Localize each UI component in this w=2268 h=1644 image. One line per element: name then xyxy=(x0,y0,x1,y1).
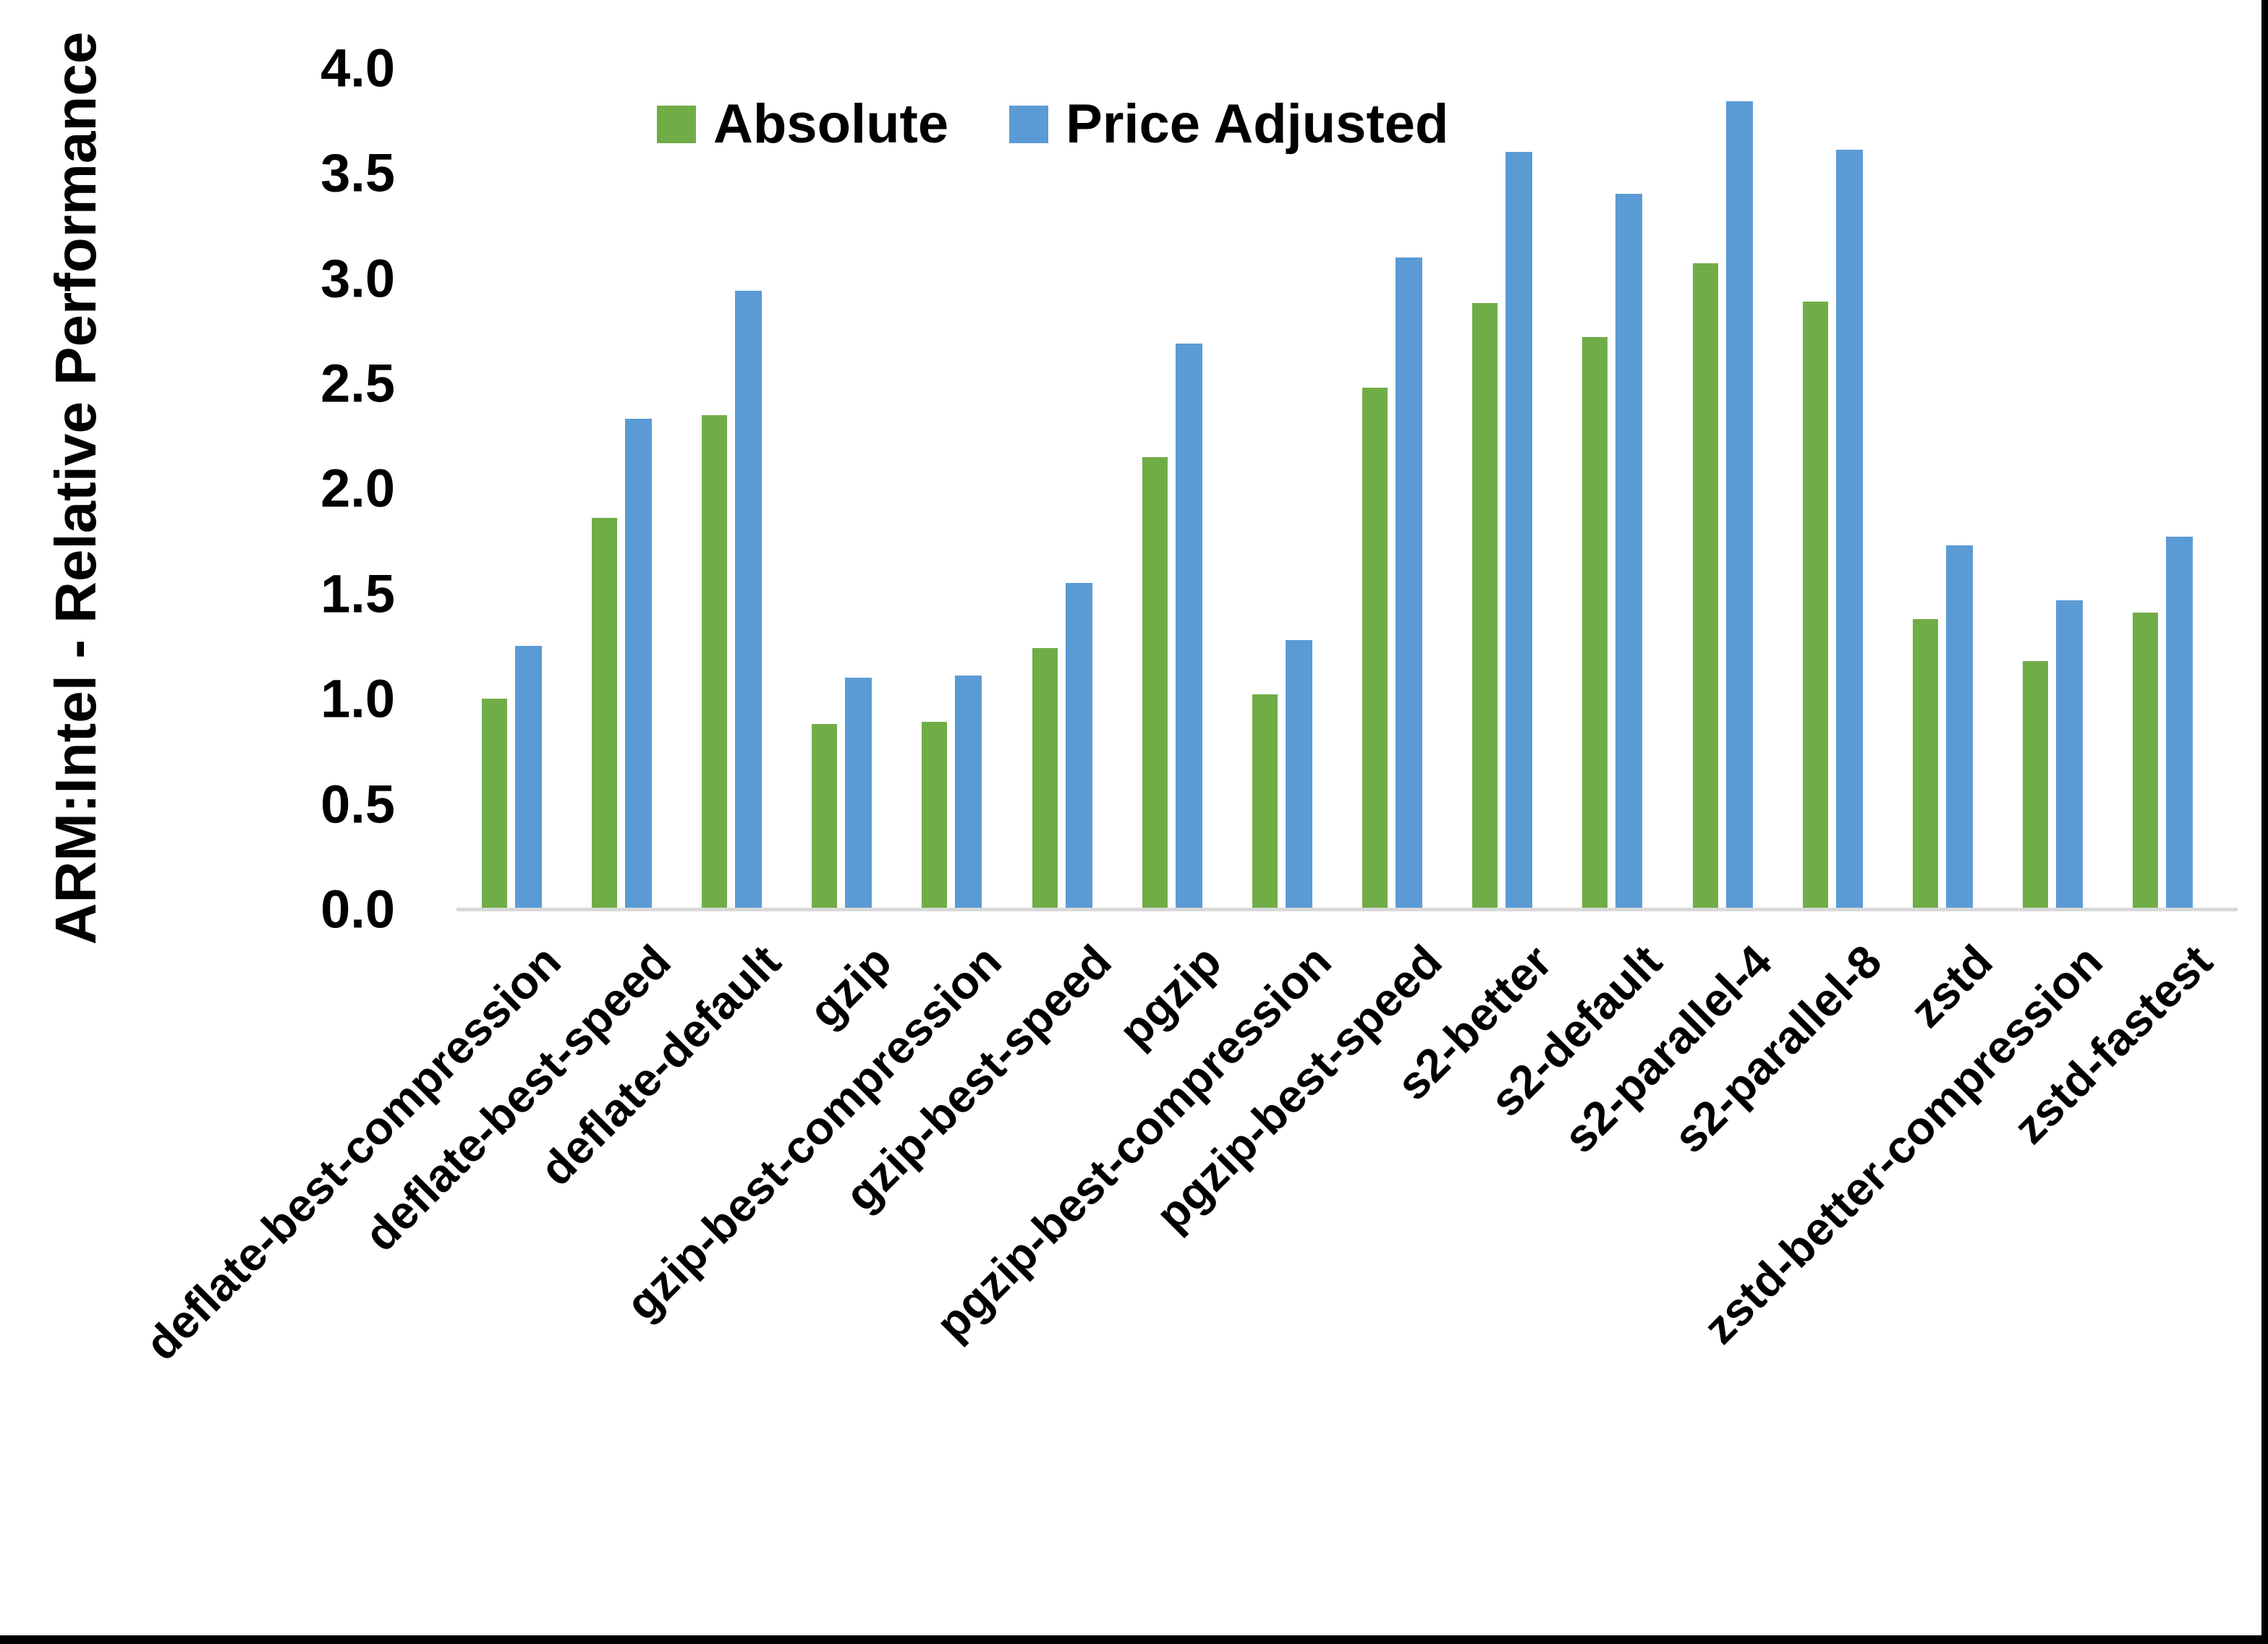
bar-absolute-s2-default xyxy=(1582,337,1607,909)
bar-price-adjusted-gzip-best-speed xyxy=(1066,583,1092,909)
bar-absolute-gzip-best-compression xyxy=(922,722,947,909)
bar-absolute-pgzip-best-compression xyxy=(1252,694,1278,909)
bar-absolute-zstd-fastest xyxy=(2133,613,2158,909)
y-tick-label-0.5: 0.5 xyxy=(320,774,395,835)
bar-price-adjusted-pgzip-best-speed xyxy=(1396,257,1422,909)
bar-absolute-zstd-better-compression xyxy=(2023,661,2048,909)
y-tick-label-1.5: 1.5 xyxy=(320,563,395,624)
y-tick-label-4.0: 4.0 xyxy=(320,38,395,98)
bar-price-adjusted-gzip-best-compression xyxy=(955,676,982,909)
bar-price-adjusted-s2-parallel-8 xyxy=(1836,150,1863,909)
y-tick-label-1.0: 1.0 xyxy=(320,668,395,729)
bar-price-adjusted-pgzip-best-compression xyxy=(1286,640,1312,909)
legend-item-absolute: Absolute xyxy=(657,93,948,156)
bar-absolute-gzip xyxy=(812,724,837,909)
legend-label-price-adjusted: Price Adjusted xyxy=(1066,93,1449,155)
screen-edge-bottom xyxy=(0,1635,2268,1644)
bar-absolute-gzip-best-speed xyxy=(1032,648,1058,909)
legend: Absolute Price Adjusted xyxy=(657,93,1448,156)
legend-label-absolute: Absolute xyxy=(713,93,949,155)
bar-price-adjusted-deflate-default xyxy=(735,291,762,909)
y-tick-label-2.0: 2.0 xyxy=(320,458,395,519)
bar-price-adjusted-gzip xyxy=(845,678,872,909)
bar-price-adjusted-deflate-best-speed xyxy=(625,419,652,909)
bar-absolute-zstd xyxy=(1913,619,1938,909)
legend-item-price-adjusted: Price Adjusted xyxy=(1009,93,1448,156)
legend-swatch-price-adjusted xyxy=(1009,105,1049,143)
bar-price-adjusted-s2-default xyxy=(1615,194,1642,909)
y-tick-label-3.5: 3.5 xyxy=(320,142,395,203)
bar-absolute-pgzip xyxy=(1142,457,1168,909)
bar-absolute-deflate-default xyxy=(702,415,727,909)
y-tick-label-0.0: 0.0 xyxy=(320,879,395,940)
x-label-deflate-best-compression: deflate-best-compression xyxy=(135,934,571,1371)
bar-price-adjusted-zstd-fastest xyxy=(2166,537,2193,909)
bar-absolute-pgzip-best-speed xyxy=(1362,388,1388,909)
bar-price-adjusted-s2-better xyxy=(1505,152,1532,909)
bar-price-adjusted-zstd xyxy=(1946,545,1973,909)
screen-edge-right xyxy=(2261,0,2268,1644)
bar-absolute-s2-parallel-4 xyxy=(1693,263,1718,909)
x-axis-line xyxy=(456,908,2238,911)
y-tick-label-2.5: 2.5 xyxy=(320,353,395,414)
bar-absolute-deflate-best-compression xyxy=(482,699,507,909)
bar-price-adjusted-zstd-better-compression xyxy=(2056,600,2083,909)
bar-price-adjusted-deflate-best-compression xyxy=(515,646,542,909)
bar-price-adjusted-pgzip xyxy=(1176,344,1202,909)
bar-absolute-s2-parallel-8 xyxy=(1803,302,1828,909)
y-axis-title: ARM:Intel - Relative Performance xyxy=(43,31,108,945)
bar-absolute-s2-better xyxy=(1472,303,1498,909)
bar-absolute-deflate-best-speed xyxy=(592,518,617,909)
bar-price-adjusted-s2-parallel-4 xyxy=(1726,101,1753,909)
y-tick-label-3.0: 3.0 xyxy=(320,248,395,309)
legend-swatch-absolute xyxy=(657,105,696,143)
